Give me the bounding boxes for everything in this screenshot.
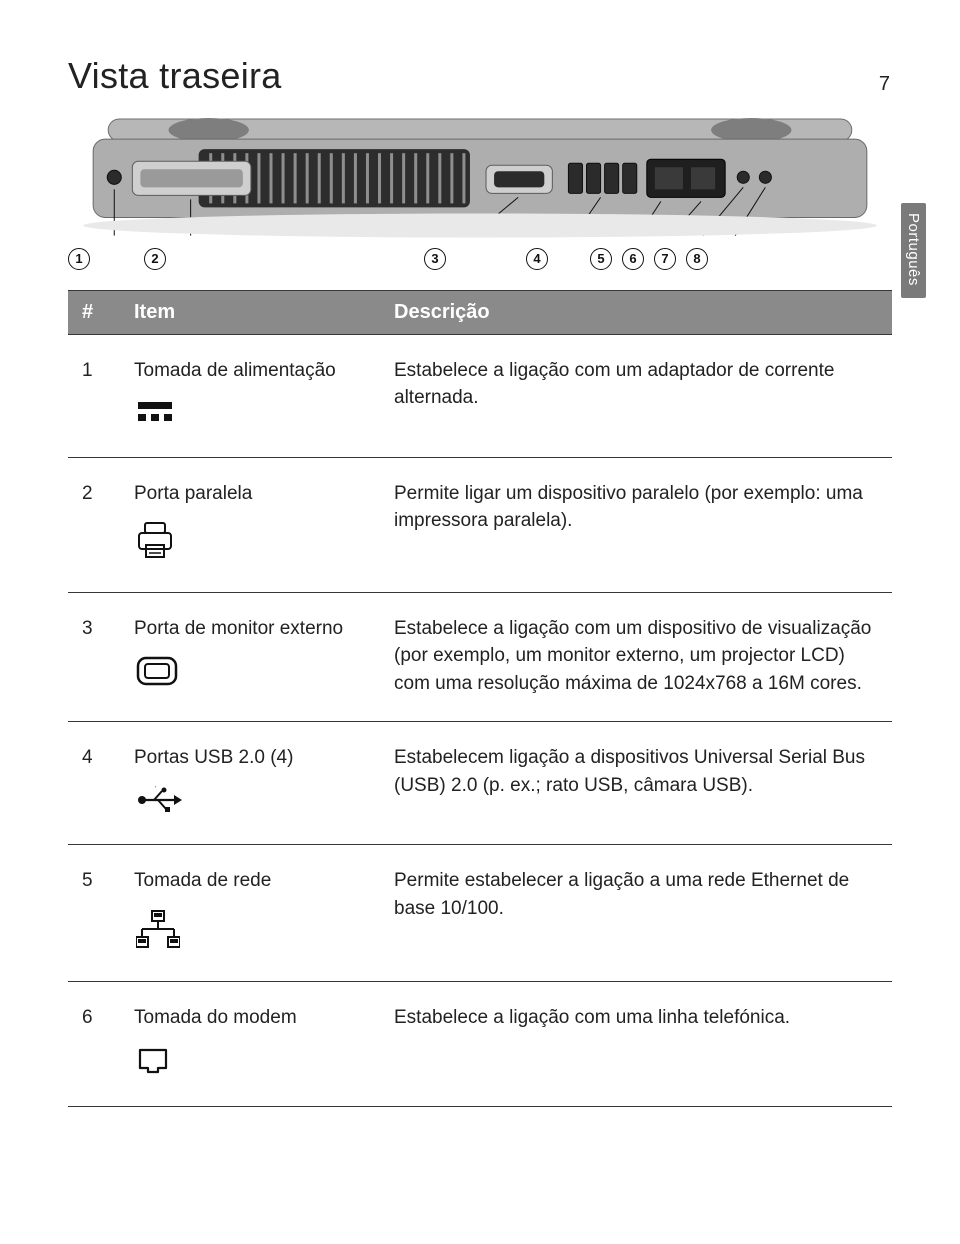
callout-5: 5 xyxy=(590,248,612,270)
row-item: Portas USB 2.0 (4) + xyxy=(120,722,380,845)
table-row: 5 Tomada de rede Permite estabelecer a li… xyxy=(68,845,892,982)
callout-7: 7 xyxy=(654,248,676,270)
callout-1: 1 xyxy=(68,248,90,270)
row-item-label: Tomada de alimentação xyxy=(134,357,368,385)
callout-8: 8 xyxy=(686,248,708,270)
row-item-label: Portas USB 2.0 (4) xyxy=(134,744,368,772)
table-row: 4Portas USB 2.0 (4) + Estabelecem ligaçã… xyxy=(68,722,892,845)
table-row: 2 Porta paralela Permite ligar um disposi… xyxy=(68,457,892,592)
row-item-label: Tomada do modem xyxy=(134,1004,368,1032)
callouts-row: 1 2 3 4 5678 xyxy=(68,248,892,276)
callout-2: 2 xyxy=(144,248,166,270)
row-number: 6 xyxy=(68,982,120,1107)
rj11-icon xyxy=(136,1046,170,1076)
table-header-row: # Item Descrição xyxy=(68,290,892,334)
col-header-desc: Descrição xyxy=(380,290,892,334)
row-item: Porta de monitor externo xyxy=(120,592,380,721)
row-number: 5 xyxy=(68,845,120,982)
page-title: Vista traseira xyxy=(68,55,960,97)
row-number: 1 xyxy=(68,334,120,457)
usb-icon: + xyxy=(136,786,182,814)
callout-3: 3 xyxy=(424,248,446,270)
row-item-label: Porta paralela xyxy=(134,480,368,508)
row-item: Tomada do modem xyxy=(120,982,380,1107)
row-description: Estabelece a ligação com um dispositivo … xyxy=(380,592,892,721)
page-number: 7 xyxy=(879,73,890,96)
laptop-rear-illustration xyxy=(68,117,892,268)
row-description: Estabelece a ligação com um adaptador de… xyxy=(380,334,892,457)
table-row: 3 Porta de monitor externo Estabelece a l… xyxy=(68,592,892,721)
row-number: 3 xyxy=(68,592,120,721)
row-description: Estabelecem ligação a dispositivos Unive… xyxy=(380,722,892,845)
row-description: Permite ligar um dispositivo paralelo (p… xyxy=(380,457,892,592)
monitor-icon xyxy=(136,656,178,690)
callout-6: 6 xyxy=(622,248,644,270)
table-row: 6 Tomada do modem Estabelece a ligação co… xyxy=(68,982,892,1107)
dc-power-icon xyxy=(136,398,174,426)
row-item-label: Porta de monitor externo xyxy=(134,615,368,643)
language-tab: Português xyxy=(901,203,926,298)
ethernet-icon xyxy=(136,909,180,951)
row-description: Estabelece a ligação com uma linha telef… xyxy=(380,982,892,1107)
description-table: # Item Descrição 1 Tomada de alimentação … xyxy=(68,290,892,1108)
callout-4: 4 xyxy=(526,248,548,270)
hero-figure: 1 2 3 4 5678 xyxy=(68,117,892,268)
svg-text:+: + xyxy=(154,786,158,790)
row-item: Tomada de rede xyxy=(120,845,380,982)
row-number: 2 xyxy=(68,457,120,592)
table-row: 1 Tomada de alimentação Estabelece a liga… xyxy=(68,334,892,457)
col-header-item: Item xyxy=(120,290,380,334)
row-number: 4 xyxy=(68,722,120,845)
table-body: 1 Tomada de alimentação Estabelece a liga… xyxy=(68,334,892,1107)
row-item: Porta paralela xyxy=(120,457,380,592)
col-header-num: # xyxy=(68,290,120,334)
row-item-label: Tomada de rede xyxy=(134,867,368,895)
printer-icon xyxy=(136,521,174,561)
row-item: Tomada de alimentação xyxy=(120,334,380,457)
row-description: Permite estabelecer a ligação a uma rede… xyxy=(380,845,892,982)
